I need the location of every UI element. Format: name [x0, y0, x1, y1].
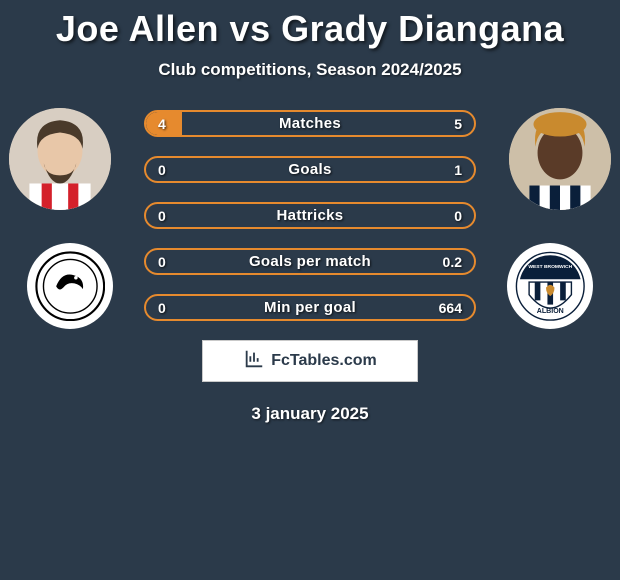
stat-row: 0664Min per goal	[144, 294, 476, 321]
comparison-bars: 45Matches 01Goals 00Hattricks 00.2Goals per…	[144, 108, 476, 321]
brand-text: FcTables.com	[271, 352, 377, 370]
club-left-badge	[27, 243, 113, 329]
chart-icon	[243, 348, 265, 375]
comparison-panel: WEST BROMWICH ALBION 45Matches 01Goals 00H…	[0, 108, 620, 424]
svg-text:ALBION: ALBION	[536, 308, 563, 315]
stat-row: 00.2Goals per match	[144, 248, 476, 275]
stat-label: Min per goal	[146, 296, 474, 319]
stat-label: Goals per match	[146, 250, 474, 273]
stat-label: Hattricks	[146, 204, 474, 227]
svg-text:WEST BROMWICH: WEST BROMWICH	[528, 264, 572, 270]
stat-label: Matches	[146, 112, 474, 135]
stat-row: 00Hattricks	[144, 202, 476, 229]
stat-row: 01Goals	[144, 156, 476, 183]
brand-box: FcTables.com	[202, 340, 418, 382]
stat-row: 45Matches	[144, 110, 476, 137]
page-title: Joe Allen vs Grady Diangana	[0, 0, 620, 50]
page-subtitle: Club competitions, Season 2024/2025	[0, 60, 620, 80]
stat-label: Goals	[146, 158, 474, 181]
player-left-avatar	[9, 108, 111, 210]
date-text: 3 january 2025	[0, 404, 620, 424]
player-right-avatar	[509, 108, 611, 210]
club-right-badge: WEST BROMWICH ALBION	[507, 243, 593, 329]
